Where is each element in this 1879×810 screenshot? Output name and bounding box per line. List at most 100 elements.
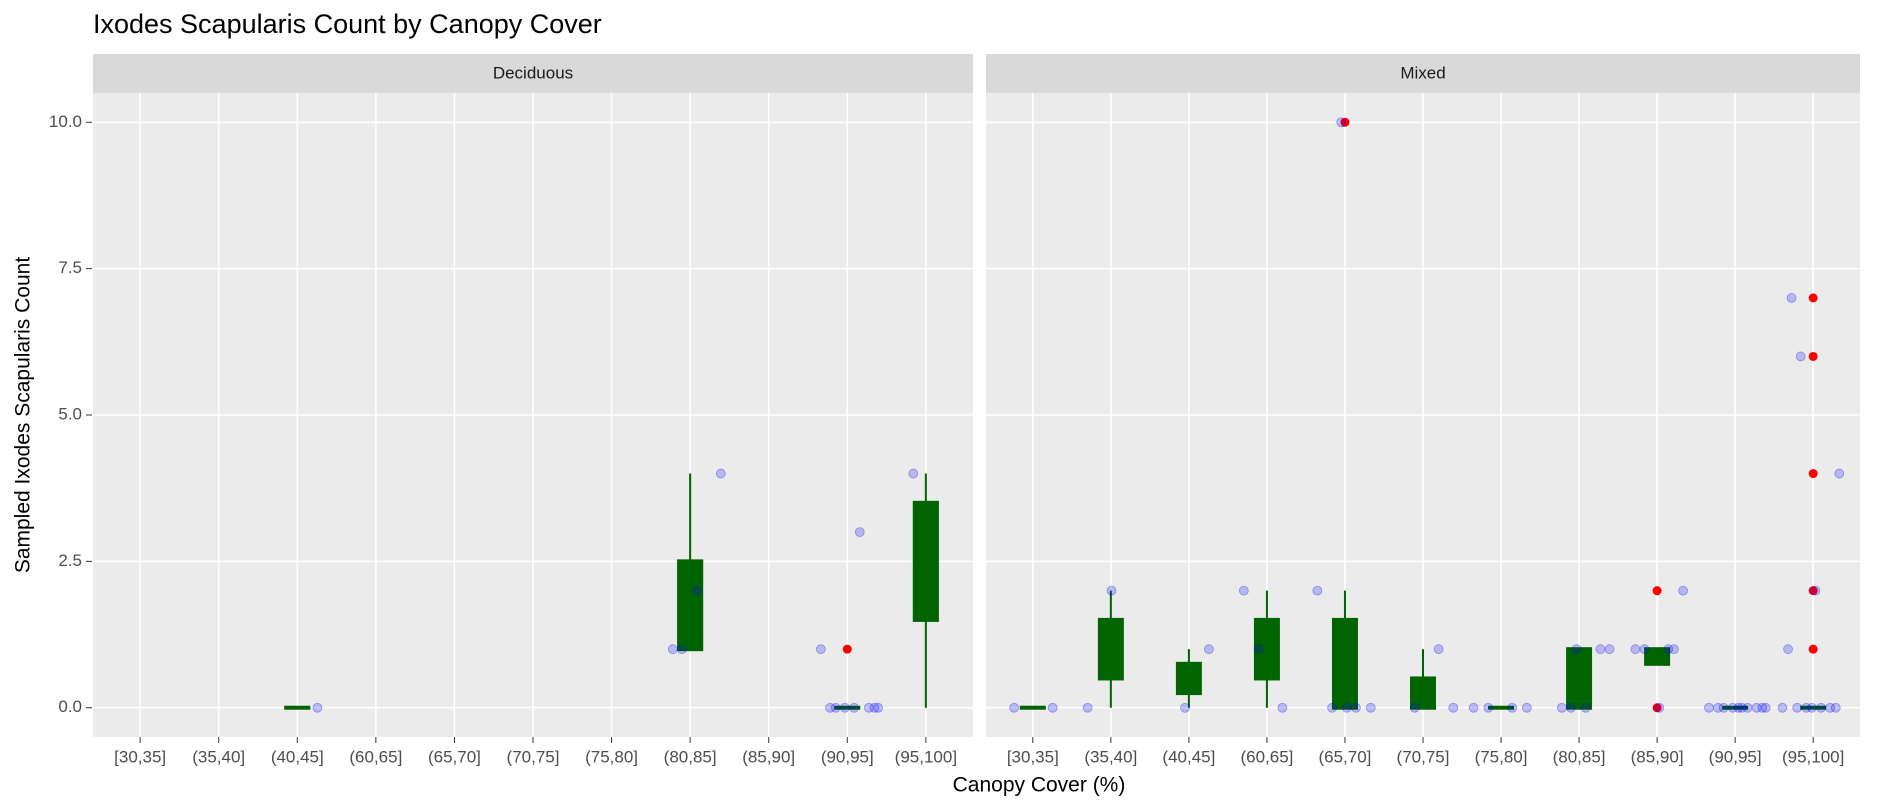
strip-label: Deciduous [493, 63, 573, 82]
point [1580, 702, 1591, 713]
point [667, 644, 678, 655]
x-tick-label: (65,70] [428, 747, 481, 766]
point [1351, 702, 1361, 713]
point [1180, 702, 1190, 713]
point [839, 702, 850, 713]
x-tick-label: (35,40] [192, 747, 245, 766]
point [1483, 702, 1494, 713]
box [1410, 676, 1436, 710]
point [1521, 702, 1532, 713]
point [1783, 644, 1793, 655]
outlier [842, 644, 852, 654]
x-tick-label: [30,35] [1007, 747, 1059, 766]
y-tick-label: 5.0 [58, 404, 82, 423]
x-tick-label: (75,80] [585, 747, 638, 766]
y-tick-label: 7.5 [58, 258, 82, 277]
point [715, 468, 726, 479]
point [1595, 644, 1606, 655]
point [1203, 644, 1214, 655]
point [815, 644, 826, 655]
x-tick-label: (90,95] [821, 747, 874, 766]
point [864, 702, 874, 713]
box [677, 559, 704, 652]
point [1727, 702, 1738, 713]
point [1757, 702, 1768, 713]
point [1106, 585, 1117, 596]
point [1327, 702, 1338, 713]
point [1736, 702, 1747, 713]
x-tick-label: [30,35] [114, 747, 166, 766]
point [1277, 702, 1288, 713]
x-tick-label: (65,70] [1318, 747, 1371, 766]
point [1639, 644, 1650, 655]
point [1654, 702, 1665, 713]
outlier [1808, 469, 1818, 479]
x-tick-label: (95,100] [1782, 747, 1844, 766]
point [873, 702, 883, 713]
x-tick-label: (70,75] [1397, 747, 1450, 766]
point [1713, 702, 1723, 713]
x-tick-label: (40,45] [271, 747, 324, 766]
point [1795, 351, 1806, 362]
point [1566, 702, 1576, 713]
point [1816, 702, 1826, 713]
point [1834, 468, 1845, 479]
x-tick-label: (85,90] [742, 747, 795, 766]
point [1801, 702, 1812, 713]
x-tick-label: (80,85] [664, 747, 717, 766]
point [1663, 644, 1674, 655]
point [1733, 702, 1744, 713]
point [1341, 702, 1352, 713]
point [1807, 702, 1817, 713]
point [691, 585, 702, 596]
point [1556, 702, 1567, 713]
y-tick-label: 10.0 [49, 112, 82, 131]
box [912, 500, 939, 622]
point [830, 702, 841, 713]
box [1331, 617, 1358, 710]
point [1760, 702, 1771, 713]
point [1678, 585, 1688, 596]
x-tick-label: (70,75] [507, 747, 560, 766]
point [1825, 702, 1836, 713]
point [1830, 702, 1841, 713]
outlier [1652, 703, 1662, 713]
point [677, 644, 687, 655]
point [1571, 644, 1582, 655]
outlier [1808, 586, 1818, 596]
x-tick-label: (40,45] [1162, 747, 1215, 766]
point [1751, 702, 1762, 713]
y-tick-label: 0.0 [58, 697, 82, 716]
x-tick-label: (90,95] [1709, 747, 1762, 766]
point [1433, 644, 1444, 655]
x-tick-label: (75,80] [1475, 747, 1528, 766]
point [1704, 702, 1714, 713]
point [869, 702, 880, 713]
x-tick-label: (60,65] [1240, 747, 1293, 766]
point [908, 468, 919, 479]
x-tick-label: (85,90] [1631, 747, 1684, 766]
x-tick-label: (95,100] [895, 747, 957, 766]
point [1468, 702, 1479, 713]
x-tick-label: (35,40] [1084, 747, 1137, 766]
point [1312, 585, 1323, 596]
point [1082, 702, 1093, 713]
point [1810, 585, 1821, 596]
point [1742, 702, 1753, 713]
point [1718, 702, 1729, 713]
strip [93, 54, 973, 93]
y-tick-label: 2.5 [58, 551, 82, 570]
x-tick-label: (80,85] [1553, 747, 1606, 766]
point [1777, 702, 1788, 713]
point [1792, 702, 1803, 713]
point [1507, 702, 1518, 713]
outlier [1808, 644, 1818, 654]
x-tick-label: (60,65] [349, 747, 402, 766]
outlier [1808, 351, 1818, 361]
point [312, 702, 323, 713]
outlier [1652, 586, 1662, 596]
point [1786, 293, 1797, 303]
strip-label: Mixed [1400, 63, 1445, 82]
point [1336, 117, 1347, 128]
